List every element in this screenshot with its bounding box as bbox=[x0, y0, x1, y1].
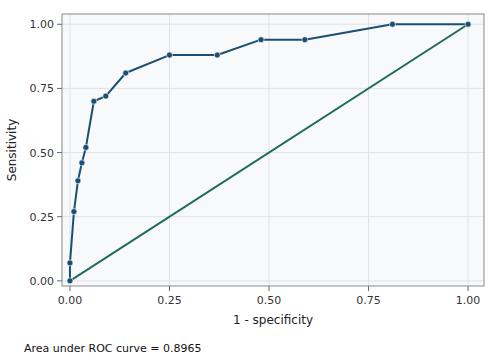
plot-frame bbox=[62, 14, 484, 286]
x-tick bbox=[468, 286, 469, 291]
x-tick-label: 0.75 bbox=[356, 294, 381, 307]
series-marker bbox=[79, 160, 85, 166]
series-marker bbox=[166, 52, 172, 58]
series-marker bbox=[103, 93, 109, 99]
chart-svg: 0.00 0.25 0.50 0.75 1.00 0.00 0.25 0.50 0.75 1.00… bbox=[0, 0, 500, 364]
y-grid-line bbox=[62, 280, 484, 281]
y-grid-line bbox=[62, 88, 484, 89]
axes: 0.00 0.25 0.50 0.75 1.00 0.00 0.25 0.50 0.75 1.00 bbox=[30, 14, 485, 307]
x-grid-line bbox=[269, 14, 270, 286]
x-tick-label: 0.00 bbox=[58, 294, 83, 307]
y-tick bbox=[57, 88, 62, 89]
x-grid-line bbox=[368, 14, 369, 286]
y-tick-label: 0.75 bbox=[30, 82, 55, 95]
series bbox=[70, 24, 468, 281]
x-grid-line bbox=[69, 14, 70, 286]
series-line bbox=[70, 24, 468, 281]
x-tick bbox=[69, 286, 70, 291]
series-marker bbox=[83, 144, 89, 150]
y-tick-label: 0.00 bbox=[30, 275, 55, 288]
y-grid-line bbox=[62, 216, 484, 217]
y-axis-label: Sensitivity bbox=[5, 119, 19, 181]
y-tick-label: 0.25 bbox=[30, 211, 55, 224]
series bbox=[67, 21, 471, 284]
x-tick bbox=[269, 286, 270, 291]
y-tick bbox=[57, 152, 62, 153]
series-marker bbox=[91, 98, 97, 104]
series-line bbox=[70, 24, 468, 281]
y-tick bbox=[57, 24, 62, 25]
x-grid-line bbox=[468, 14, 469, 286]
series-marker bbox=[67, 260, 73, 266]
series-marker bbox=[302, 37, 308, 43]
series-marker bbox=[75, 178, 81, 184]
y-grid-line bbox=[62, 152, 484, 153]
x-axis-label: 1 - specificity bbox=[233, 313, 313, 327]
plot-background bbox=[62, 14, 484, 286]
series-marker bbox=[465, 21, 471, 27]
series-marker bbox=[67, 278, 73, 284]
y-tick-label: 1.00 bbox=[30, 18, 55, 31]
plot-area bbox=[67, 21, 471, 284]
series-marker bbox=[123, 70, 129, 76]
series-marker bbox=[71, 209, 77, 215]
y-tick-label: 0.50 bbox=[30, 147, 55, 160]
x-tick-label: 0.25 bbox=[157, 294, 182, 307]
x-tick bbox=[368, 286, 369, 291]
series-marker bbox=[258, 37, 264, 43]
annotation: Area under ROC curve = 0.8965 bbox=[24, 342, 202, 355]
series-marker bbox=[389, 21, 395, 27]
x-tick bbox=[169, 286, 170, 291]
series-marker bbox=[214, 52, 220, 58]
x-tick-label: 0.50 bbox=[257, 294, 282, 307]
y-tick bbox=[57, 280, 62, 281]
x-tick-label: 1.00 bbox=[456, 294, 481, 307]
chart-container: 0.00 0.25 0.50 0.75 1.00 0.00 0.25 0.50 0.75 1.00… bbox=[0, 0, 500, 364]
y-tick bbox=[57, 216, 62, 217]
grid bbox=[62, 14, 484, 286]
